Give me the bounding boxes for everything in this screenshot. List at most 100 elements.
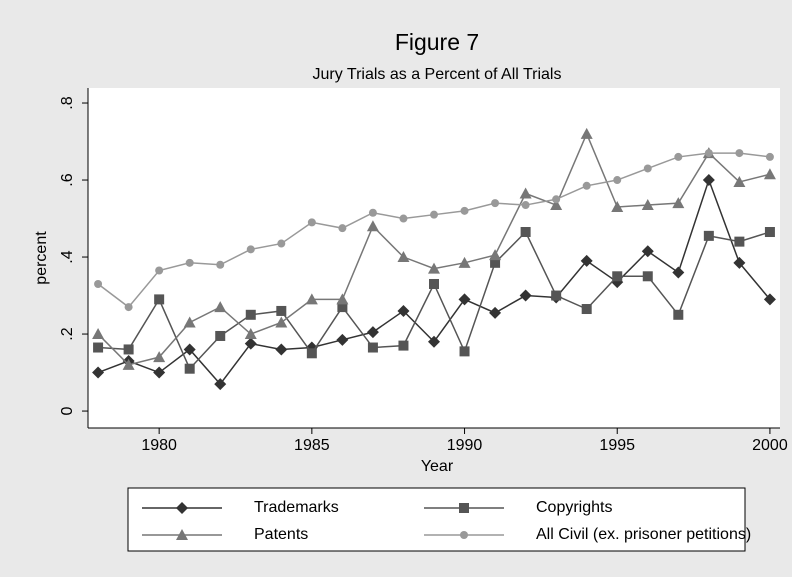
marker xyxy=(183,316,196,328)
marker xyxy=(215,330,226,341)
legend-marker xyxy=(176,529,188,540)
marker xyxy=(429,278,439,289)
marker xyxy=(123,344,134,355)
marker xyxy=(552,195,561,204)
marker xyxy=(641,199,654,211)
marker xyxy=(183,343,196,356)
marker xyxy=(672,197,685,209)
marker xyxy=(551,290,562,301)
marker xyxy=(521,201,530,210)
y-tick-label: .4 xyxy=(59,250,76,263)
marker xyxy=(244,337,257,350)
marker xyxy=(153,351,166,363)
marker xyxy=(550,199,563,211)
marker xyxy=(582,181,591,190)
marker xyxy=(93,342,104,353)
marker xyxy=(216,260,225,269)
marker xyxy=(458,256,471,268)
marker xyxy=(337,302,348,313)
y-tick-label: .8 xyxy=(59,96,76,109)
marker xyxy=(460,206,469,215)
marker xyxy=(491,199,500,208)
marker xyxy=(184,363,195,374)
marker xyxy=(430,210,438,219)
marker xyxy=(92,328,105,340)
marker xyxy=(214,378,227,391)
marker xyxy=(398,340,409,351)
marker xyxy=(397,304,410,317)
marker xyxy=(490,257,501,268)
marker xyxy=(459,346,470,357)
marker xyxy=(580,127,593,139)
marker xyxy=(214,301,227,313)
marker xyxy=(704,149,713,158)
legend-marker xyxy=(460,531,468,539)
marker xyxy=(735,149,744,158)
marker xyxy=(580,254,593,267)
marker xyxy=(185,258,194,267)
y-tick-label: .2 xyxy=(59,327,76,340)
y-tick-label: 0 xyxy=(59,407,76,416)
marker xyxy=(366,220,379,232)
marker xyxy=(612,271,623,282)
marker xyxy=(581,304,592,315)
marker xyxy=(399,214,408,223)
marker xyxy=(153,366,166,379)
marker xyxy=(367,342,378,353)
marker xyxy=(276,305,287,316)
marker xyxy=(92,366,105,379)
marker xyxy=(155,266,164,275)
legend-label: All Civil (ex. prisoner petitions) xyxy=(536,526,751,543)
marker xyxy=(763,168,776,180)
marker xyxy=(520,227,531,238)
y-axis-label: percent xyxy=(33,231,50,285)
marker xyxy=(246,245,255,254)
marker xyxy=(245,309,256,320)
marker xyxy=(366,326,379,339)
marker xyxy=(275,316,288,328)
marker xyxy=(519,289,532,302)
marker xyxy=(458,293,471,306)
marker xyxy=(673,309,684,320)
marker xyxy=(307,218,316,227)
marker xyxy=(305,293,318,305)
marker xyxy=(336,333,349,346)
legend-marker xyxy=(176,502,188,514)
marker xyxy=(124,303,133,312)
marker xyxy=(733,175,746,187)
chart-subtitle: Jury Trials as a Percent of All Trials xyxy=(313,66,562,83)
marker xyxy=(489,249,502,261)
y-tick-label: .6 xyxy=(59,173,76,186)
legend-label: Patents xyxy=(254,526,308,543)
marker xyxy=(519,187,532,199)
marker xyxy=(277,239,286,248)
legend-marker xyxy=(459,503,469,513)
marker xyxy=(764,227,775,238)
plot-area xyxy=(88,88,780,428)
x-axis-label: Year xyxy=(421,458,454,475)
marker xyxy=(428,262,440,274)
x-tick-label: 1995 xyxy=(599,437,635,454)
x-tick-label: 2000 xyxy=(752,437,788,454)
marker xyxy=(733,256,746,269)
marker xyxy=(765,152,774,161)
marker xyxy=(368,208,377,217)
legend-label: Trademarks xyxy=(254,499,339,516)
marker xyxy=(306,348,317,359)
marker xyxy=(672,266,685,279)
marker xyxy=(489,306,502,319)
marker xyxy=(94,279,103,288)
chart-title: Figure 7 xyxy=(395,29,479,55)
marker xyxy=(397,251,410,263)
x-tick-label: 1980 xyxy=(141,437,177,454)
marker xyxy=(275,343,288,356)
marker xyxy=(154,294,165,305)
x-tick-label: 1985 xyxy=(294,437,330,454)
marker xyxy=(642,271,653,282)
marker xyxy=(703,230,714,241)
marker xyxy=(428,335,440,348)
legend-label: Copyrights xyxy=(536,499,612,516)
marker xyxy=(643,164,652,173)
marker xyxy=(763,293,776,306)
